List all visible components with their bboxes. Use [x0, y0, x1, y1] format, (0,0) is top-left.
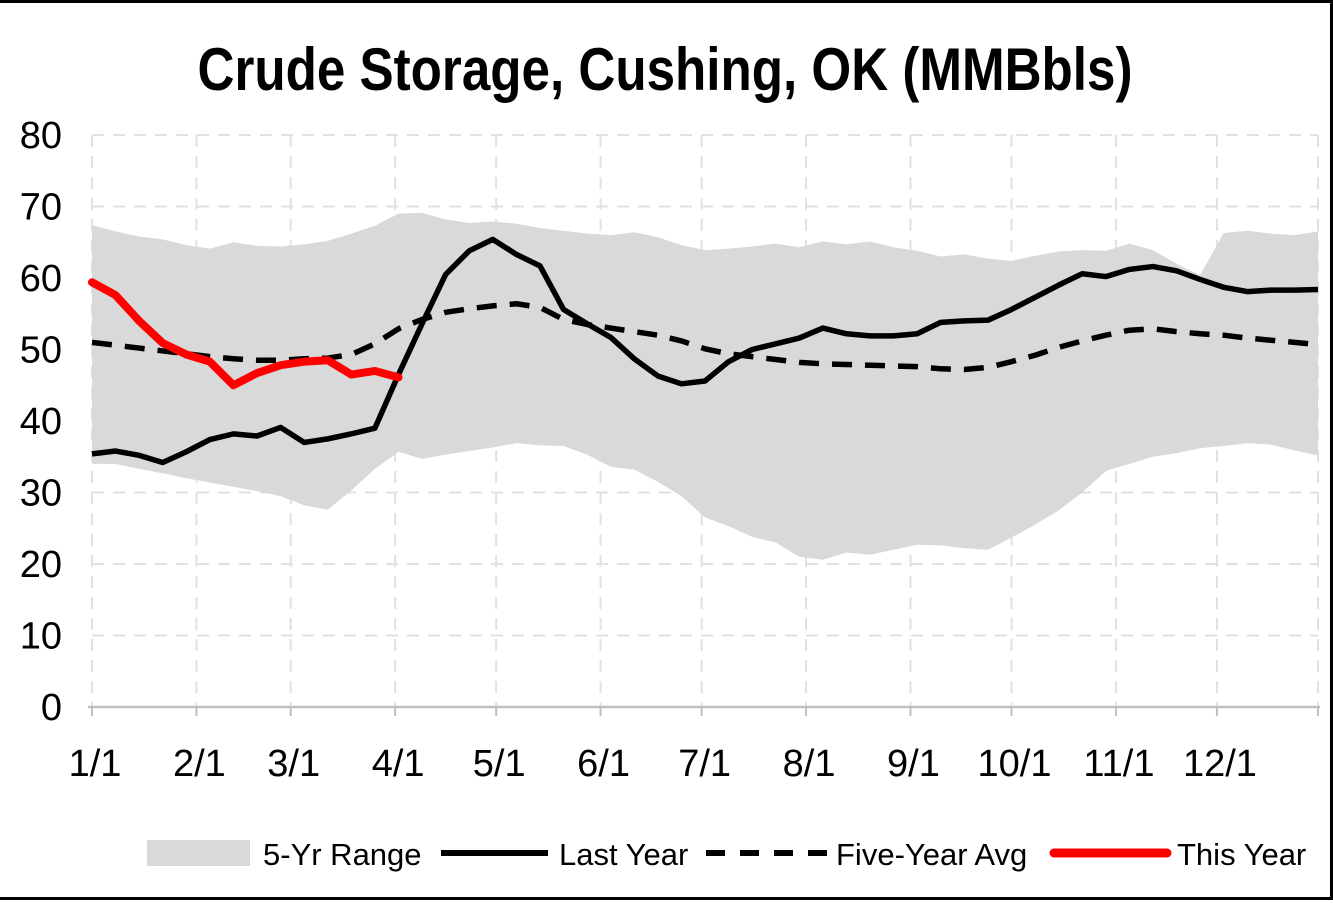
- x-tick-label: 3/1: [267, 743, 320, 785]
- x-tick-label: 2/1: [173, 743, 226, 785]
- y-tick-label: 40: [20, 401, 62, 443]
- crude-storage-chart: Crude Storage, Cushing, OK (MMBbls) 0 10 2…: [20, 36, 1320, 872]
- five-year-range-swatch: [147, 840, 250, 866]
- legend-item-this-year: This Year: [1049, 837, 1306, 872]
- y-tick-label: 80: [20, 115, 62, 157]
- y-tick-label: 0: [41, 687, 62, 729]
- y-tick-label: 20: [20, 544, 62, 586]
- last-year-line: [91, 236, 1319, 466]
- five-year-range-area: [92, 212, 1318, 560]
- this-year-line: [88, 278, 403, 390]
- legend-item-five-year-avg: Five-Year Avg: [706, 837, 1027, 872]
- legend-label: Last Year: [559, 837, 688, 872]
- x-tick-label: 6/1: [577, 743, 630, 785]
- this-year-path: [88, 278, 403, 390]
- x-tick-label: 10/1: [978, 743, 1052, 785]
- chart-title: Crude Storage, Cushing, OK (MMBbls): [198, 36, 1133, 103]
- x-tick-label: 4/1: [372, 743, 425, 785]
- legend-item-5yr-range: 5-Yr Range: [147, 837, 422, 872]
- last-year-path: [91, 236, 1319, 466]
- five-year-range-band: [92, 212, 1318, 560]
- y-tick-label: 70: [20, 187, 62, 229]
- y-tick-label: 30: [20, 473, 62, 515]
- legend-item-last-year: Last Year: [441, 837, 688, 872]
- x-tick-label: 7/1: [678, 743, 731, 785]
- x-tick-label: 8/1: [783, 743, 836, 785]
- x-tick-label: 5/1: [473, 743, 526, 785]
- x-tick-labels: 1/1 2/1 3/1 4/1 5/1 6/1 7/1 8/1 9/1 10/1 11/1 12/1: [69, 743, 1257, 785]
- y-tick-label: 10: [20, 616, 62, 658]
- y-tick-label: 50: [20, 330, 62, 372]
- y-tick-labels: 0 10 20 30 40 50 60 70 80: [20, 115, 62, 729]
- legend: 5-Yr Range Last Year Five-Year Avg This …: [147, 837, 1306, 872]
- x-tick-label: 1/1: [69, 743, 122, 785]
- legend-label: This Year: [1177, 837, 1306, 872]
- x-tick-label: 9/1: [887, 743, 940, 785]
- x-tick-label: 11/1: [1083, 743, 1154, 785]
- x-tick-label: 12/1: [1183, 743, 1257, 785]
- legend-label: Five-Year Avg: [836, 837, 1027, 872]
- legend-label: 5-Yr Range: [263, 837, 422, 872]
- x-axis: [88, 705, 1320, 716]
- y-tick-label: 60: [20, 258, 62, 300]
